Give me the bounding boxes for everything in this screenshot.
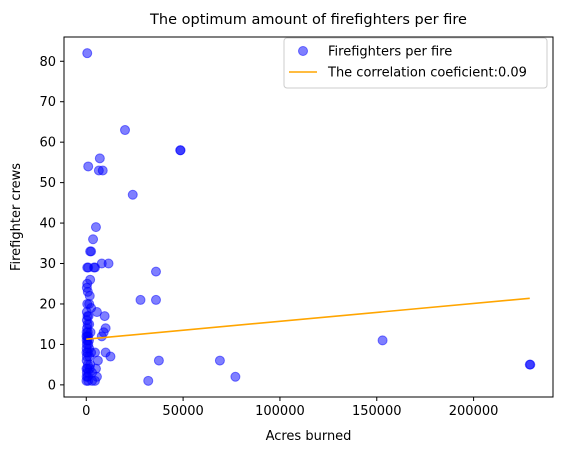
- y-tick-label: 50: [39, 176, 56, 191]
- scatter-point: [525, 359, 536, 370]
- y-tick-label: 80: [39, 55, 56, 70]
- scatter-point: [91, 307, 102, 318]
- scatter-point: [230, 371, 241, 382]
- y-tick-label: 20: [39, 297, 56, 312]
- y-tick-label: 60: [39, 136, 56, 151]
- axes: 0 50000 100000 150000 200000 0 10 20 30 40 50 60 70 8…: [39, 55, 498, 419]
- y-tick-label: 30: [39, 257, 56, 272]
- y-tick-label: 40: [39, 217, 56, 232]
- scatter-point: [150, 294, 161, 305]
- scatter-point: [153, 355, 164, 366]
- y-tick-label: 0: [48, 378, 56, 393]
- scatter-point: [175, 145, 186, 156]
- scatter-point: [105, 351, 116, 362]
- scatter-point: [214, 355, 225, 366]
- x-axis-label: Acres burned: [266, 429, 352, 444]
- scatter-point: [86, 246, 97, 257]
- scatter-point: [99, 311, 110, 322]
- scatter-point: [94, 153, 105, 164]
- legend-label-firefighters-per-fire: Firefighters per fire: [328, 45, 452, 60]
- scatter-point: [143, 375, 154, 386]
- plot-area: [81, 48, 536, 386]
- scatter-point: [96, 331, 107, 342]
- correlation-line: [86, 297, 530, 340]
- scatter-point: [377, 335, 388, 346]
- legend-scatter-marker: [298, 46, 308, 56]
- legend-label-correlation: The correlation coeficient:0.09: [327, 66, 527, 81]
- scatter-point: [82, 48, 93, 59]
- y-tick-label: 10: [39, 338, 56, 353]
- scatter-point: [90, 222, 101, 233]
- legend-box: [283, 37, 548, 89]
- chart-title: The optimum amount of firefighters per f…: [149, 12, 467, 28]
- scatter-point: [89, 375, 100, 386]
- scatter-point: [135, 294, 146, 305]
- scatter-point: [127, 189, 138, 200]
- x-tick-label: 100000: [255, 404, 305, 419]
- scatter-point: [88, 234, 99, 245]
- legend: Firefighters per fire The correlation co…: [283, 37, 548, 89]
- scatter-point: [83, 161, 94, 172]
- y-tick-label: 70: [39, 95, 56, 110]
- x-tick-label: 0: [82, 404, 90, 419]
- plot-frame: [63, 36, 554, 398]
- x-tick-label: 50000: [162, 404, 203, 419]
- y-axis-label: Firefighter crews: [9, 163, 24, 271]
- scatter-point: [97, 165, 108, 176]
- x-tick-label: 150000: [352, 404, 402, 419]
- scatter-point: [150, 266, 161, 277]
- scatter-point: [103, 258, 114, 269]
- scatter-point: [120, 125, 131, 136]
- x-tick-label: 200000: [449, 404, 499, 419]
